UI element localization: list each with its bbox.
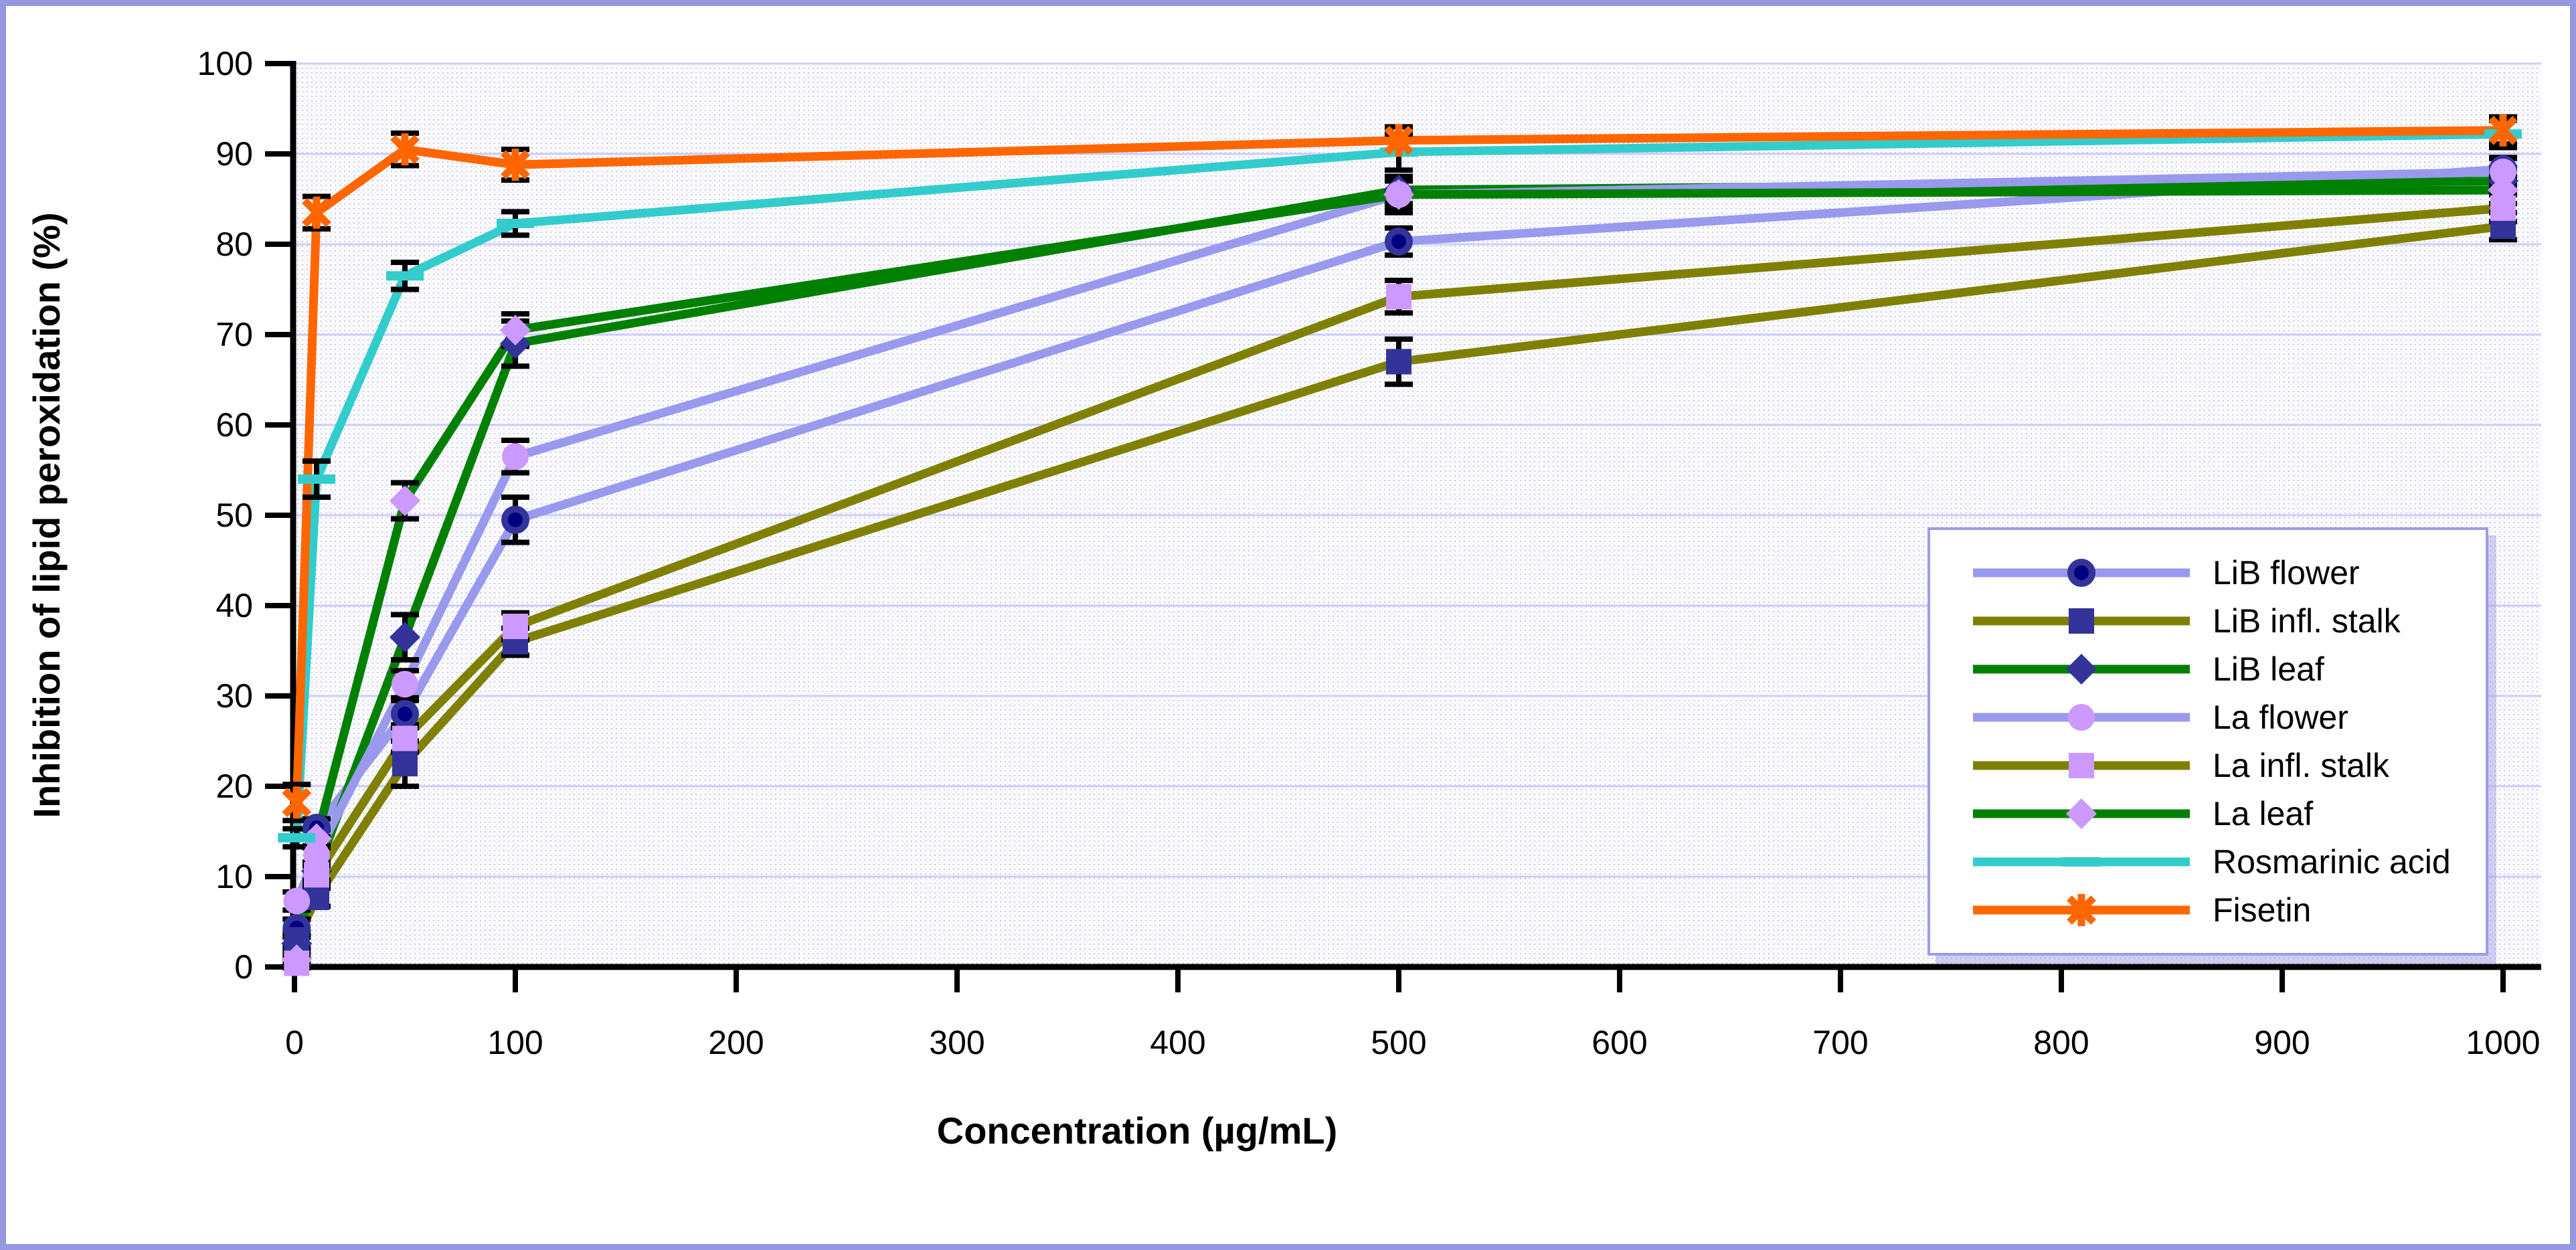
y-axis-title: Inhibition of lipid peroxidation (%)	[25, 212, 68, 818]
series-markers-la-leaf	[281, 175, 2518, 976]
series-line-rosmarinic-acid	[292, 129, 2504, 838]
legend-item-rosmarinic-acid: Rosmarinic acid	[1968, 838, 2476, 886]
legend-item-la-flower: La flower	[1968, 693, 2476, 741]
legend-item-fisetin: Fisetin	[1968, 886, 2476, 934]
legend-label: Rosmarinic acid	[2213, 843, 2451, 881]
marker-la-leaf	[390, 485, 420, 517]
marker-fisetin	[501, 150, 530, 180]
marker-rosmarinic-acid	[278, 832, 316, 842]
legend-item-la-leaf: La leaf	[1968, 790, 2476, 838]
marker-fisetin	[282, 788, 312, 818]
marker-la-leaf	[1383, 179, 1414, 210]
x-tick-label: 300	[929, 1024, 984, 1061]
marker-lib-leaf	[390, 622, 420, 653]
legend-label: LiB flower	[2213, 554, 2360, 592]
marker-la-infl-stalk	[304, 862, 329, 888]
legend-label: LiB leaf	[2213, 650, 2324, 688]
marker-rosmarinic-acid	[298, 474, 335, 484]
marker-la-infl-stalk	[503, 614, 528, 640]
marker-la-leaf	[301, 823, 332, 855]
x-ticks: 0 100 200 300 400 500 600 700 800 900 1000	[285, 967, 2541, 1061]
x-tick-label: 0	[285, 1024, 304, 1061]
y-ticks: 0 10 20 30 40 50 60 70 80 90 100	[197, 45, 293, 986]
legend-item-la-infl-stalk: La infl. stalk	[1968, 741, 2476, 790]
x-tick-label: 200	[708, 1024, 764, 1061]
x-tick-label: 1000	[2466, 1024, 2540, 1061]
legend-marker-la-flower	[1973, 704, 2190, 731]
legend-label: La flower	[2213, 699, 2348, 736]
legend-marker-la-leaf	[1973, 798, 2190, 829]
marker-la-flower	[2490, 159, 2516, 185]
y-tick-label: 90	[216, 135, 253, 173]
marker-lib-flower	[1385, 227, 1413, 256]
legend-item-lib-leaf: LiB leaf	[1968, 645, 2476, 693]
y-tick-label: 20	[216, 768, 253, 805]
x-axis-title: Concentration (µg/mL)	[937, 1109, 1337, 1152]
x-tick-label: 100	[487, 1024, 543, 1061]
y-tick-label: 100	[197, 45, 253, 82]
legend-marker-glyph-fisetin	[2067, 895, 2096, 925]
legend-item-lib-flower: LiB flower	[1968, 549, 2476, 597]
legend-marker-glyph-la-leaf	[2066, 798, 2097, 829]
marker-la-leaf	[500, 315, 531, 346]
y-tick-label: 40	[216, 587, 253, 624]
y-tick-label: 70	[216, 316, 253, 353]
marker-la-infl-stalk	[1386, 284, 1411, 310]
gridlines	[293, 62, 2541, 878]
legend-marker-glyph-la-flower	[2068, 704, 2095, 731]
legend-marker-lib-flower	[1973, 559, 2190, 587]
marker-lib-flower	[501, 505, 529, 534]
y-tick-label: 60	[216, 406, 253, 444]
legend-marker-glyph-lib-infl-stalk	[2069, 608, 2094, 634]
marker-fisetin	[390, 135, 420, 165]
marker-lib-infl-stalk	[392, 751, 418, 777]
marker-la-flower	[502, 443, 529, 470]
x-tick-label: 600	[1592, 1024, 1647, 1061]
series-line-fisetin	[292, 126, 2504, 803]
x-tick-label: 900	[2254, 1024, 2310, 1061]
marker-la-leaf	[2488, 175, 2518, 205]
marker-la-infl-stalk	[392, 725, 418, 751]
marker-la-flower	[392, 671, 418, 698]
legend-marker-lib-leaf	[1973, 654, 2190, 685]
marker-rosmarinic-acid	[497, 218, 534, 228]
x-tick-label: 800	[2033, 1024, 2089, 1061]
legend-label: Fisetin	[2213, 891, 2312, 929]
marker-la-flower	[303, 841, 330, 869]
marker-lib-flower	[391, 700, 419, 728]
series-markers-fisetin	[282, 114, 2518, 819]
legend-marker-glyph-la-infl-stalk	[2069, 753, 2094, 778]
legend: LiB flower LiB infl. stalk LiB leaf La flow…	[1927, 527, 2488, 956]
marker-fisetin	[1384, 125, 1413, 155]
x-tick-label: 400	[1150, 1024, 1205, 1061]
marker-la-leaf	[281, 944, 313, 976]
marker-la-flower	[283, 887, 311, 915]
marker-rosmarinic-acid	[386, 271, 424, 281]
legend-marker-fisetin	[1973, 894, 2190, 926]
marker-fisetin	[2488, 116, 2518, 145]
marker-lib-infl-stalk	[1386, 349, 1411, 375]
legend-label: La leaf	[2213, 795, 2314, 832]
y-tick-label: 30	[216, 677, 253, 715]
y-tick-label: 0	[234, 948, 253, 986]
y-tick-label: 80	[216, 226, 253, 263]
legend-marker-rosmarinic-acid	[1973, 857, 2190, 867]
legend-marker-lib-infl-stalk	[1973, 608, 2190, 634]
legend-marker-la-infl-stalk	[1973, 753, 2190, 778]
legend-item-lib-infl-stalk: LiB infl. stalk	[1968, 597, 2476, 645]
y-tick-label: 10	[216, 858, 253, 895]
legend-label: La infl. stalk	[2213, 747, 2390, 784]
legend-label: LiB infl. stalk	[2213, 602, 2401, 640]
x-tick-label: 700	[1812, 1024, 1868, 1061]
marker-fisetin	[302, 197, 331, 228]
legend-marker-glyph-lib-leaf	[2066, 654, 2097, 685]
legend-marker-glyph-rosmarinic-acid	[2063, 857, 2100, 867]
legend-marker-glyph-lib-flower	[2067, 559, 2095, 587]
y-tick-label: 50	[216, 497, 253, 534]
x-tick-label: 500	[1371, 1024, 1426, 1061]
